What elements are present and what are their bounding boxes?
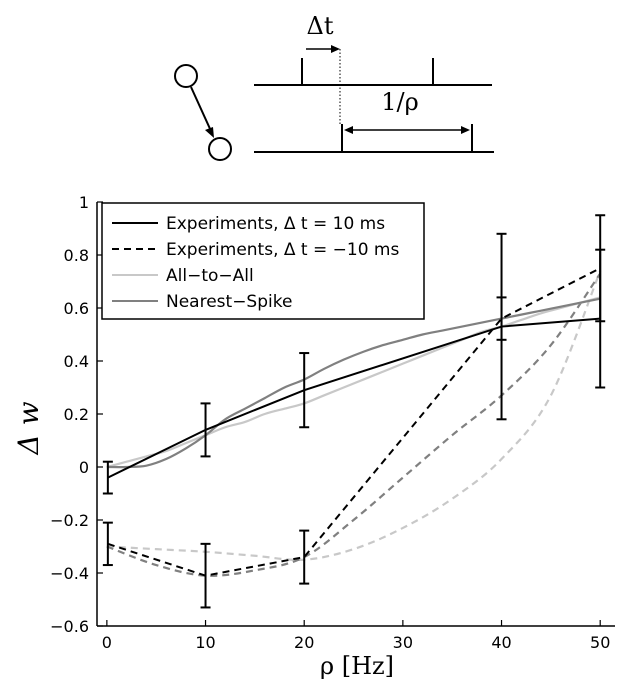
x-tick-label: 40 bbox=[491, 633, 511, 652]
y-tick-label: −0.4 bbox=[50, 564, 89, 583]
x-axis-label: ρ [Hz] bbox=[320, 652, 394, 680]
pre-neuron-circle bbox=[174, 64, 198, 88]
legend-label: All−to−All bbox=[166, 266, 254, 286]
chart: −0.6 −0.4 −0.2 0 0.2 0.4 0.6 0.8 1 0 10 20 30 40 50 E… bbox=[12, 193, 615, 680]
y-tick-label: 1 bbox=[79, 193, 89, 212]
series-line-2 bbox=[106, 296, 601, 469]
x-ticks: 0 10 20 30 40 50 bbox=[102, 620, 610, 652]
legend-label: Experiments, Δ t = −10 ms bbox=[166, 240, 399, 260]
legend-items: Experiments, Δ t = 10 ms Experiments, Δ t… bbox=[112, 214, 399, 312]
rate-interval-arrow-right bbox=[461, 126, 470, 134]
y-tick-label: −0.6 bbox=[50, 617, 89, 636]
x-tick-label: 20 bbox=[294, 633, 314, 652]
x-tick-label: 10 bbox=[195, 633, 215, 652]
errorbar-layer bbox=[102, 214, 606, 609]
synapse-arrow-head bbox=[205, 127, 214, 138]
y-tick-label: −0.2 bbox=[50, 511, 89, 530]
y-tick-label: 0.6 bbox=[64, 299, 89, 318]
y-tick-label: 0.4 bbox=[64, 352, 89, 371]
legend-label: Nearest−Spike bbox=[166, 292, 292, 312]
delta-t-arrow-head bbox=[331, 45, 340, 53]
series-line-5 bbox=[106, 272, 602, 577]
y-ticks: −0.6 −0.4 −0.2 0 0.2 0.4 0.6 0.8 1 bbox=[50, 193, 103, 636]
y-tick-label: 0.8 bbox=[64, 246, 89, 265]
spike-timing-diagram: Δt 1/ρ bbox=[174, 12, 494, 161]
x-tick-label: 50 bbox=[590, 633, 610, 652]
rate-interval-label: 1/ρ bbox=[381, 88, 418, 116]
y-tick-label: 0.2 bbox=[64, 405, 89, 424]
legend: Experiments, Δ t = 10 ms Experiments, Δ t… bbox=[101, 202, 425, 320]
legend-label: Experiments, Δ t = 10 ms bbox=[166, 214, 385, 234]
series-line-3 bbox=[106, 297, 601, 469]
delta-t-label: Δt bbox=[307, 12, 334, 40]
x-tick-label: 0 bbox=[102, 633, 112, 652]
x-tick-label: 30 bbox=[393, 633, 413, 652]
y-axis-label: Δ w bbox=[12, 401, 45, 455]
series-line-4 bbox=[106, 270, 602, 562]
rate-interval-arrow-left bbox=[344, 126, 353, 134]
series-line-0 bbox=[107, 317, 601, 479]
post-neuron-circle bbox=[208, 137, 232, 161]
y-tick-label: 0 bbox=[79, 458, 89, 477]
synapse-arrow-line bbox=[190, 86, 212, 132]
